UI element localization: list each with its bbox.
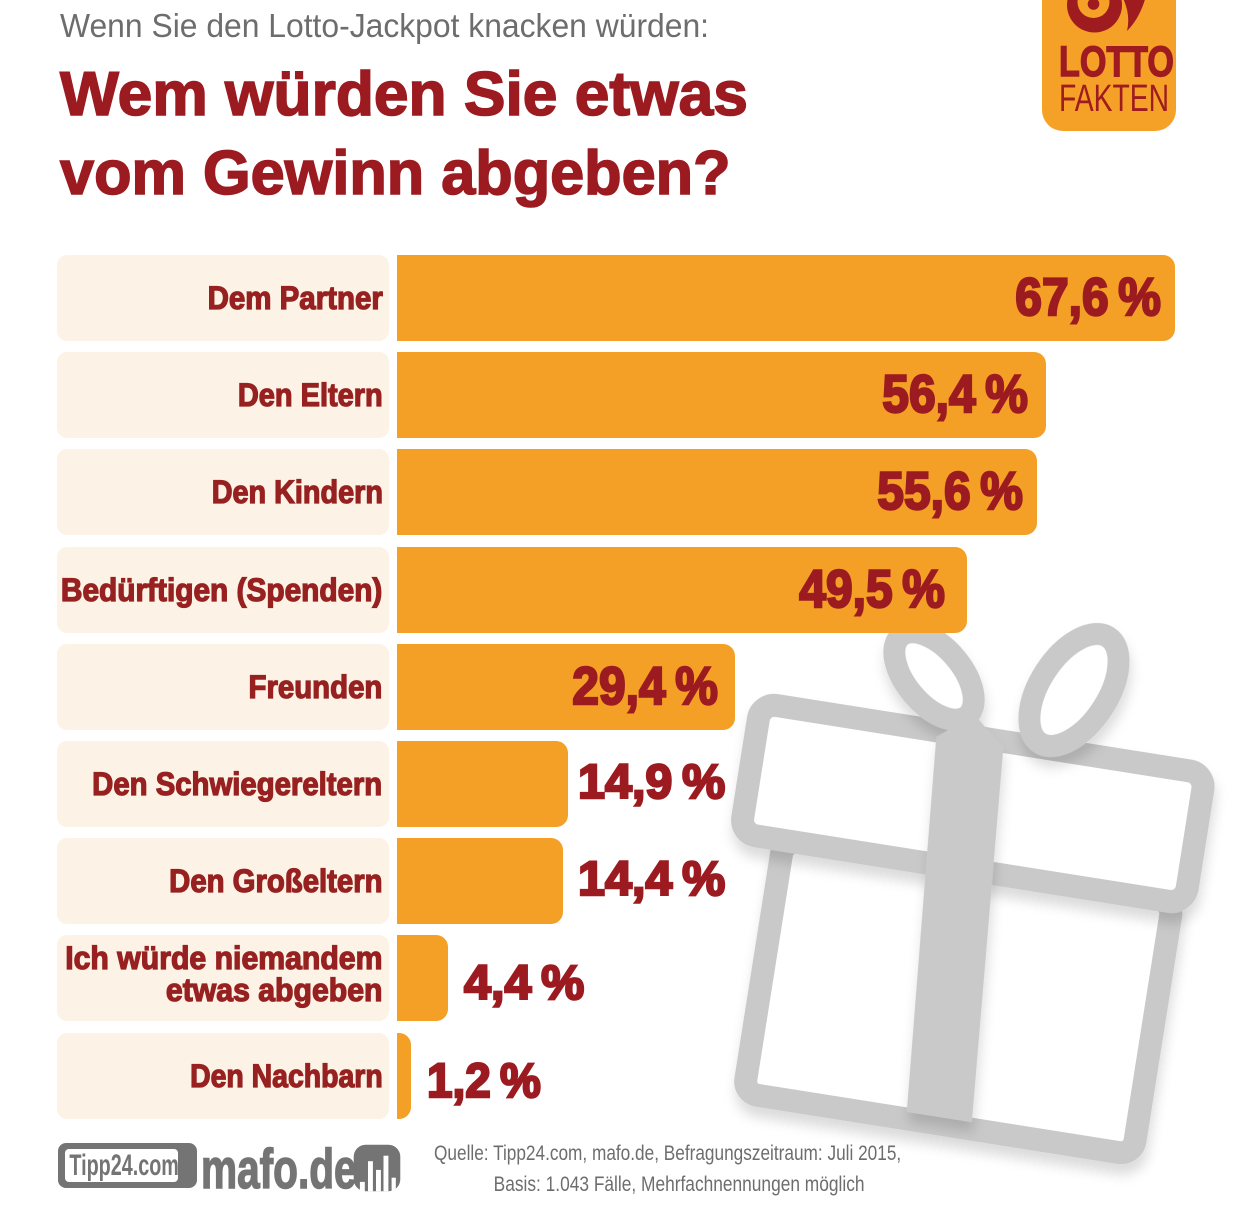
- svg-text:FAKTEN: FAKTEN: [1059, 78, 1169, 120]
- svg-text:mafo.de: mafo.de: [201, 1139, 357, 1193]
- svg-text:LOTTO: LOTTO: [1059, 39, 1174, 86]
- svg-text:Tipp24.com: Tipp24.com: [69, 1149, 178, 1182]
